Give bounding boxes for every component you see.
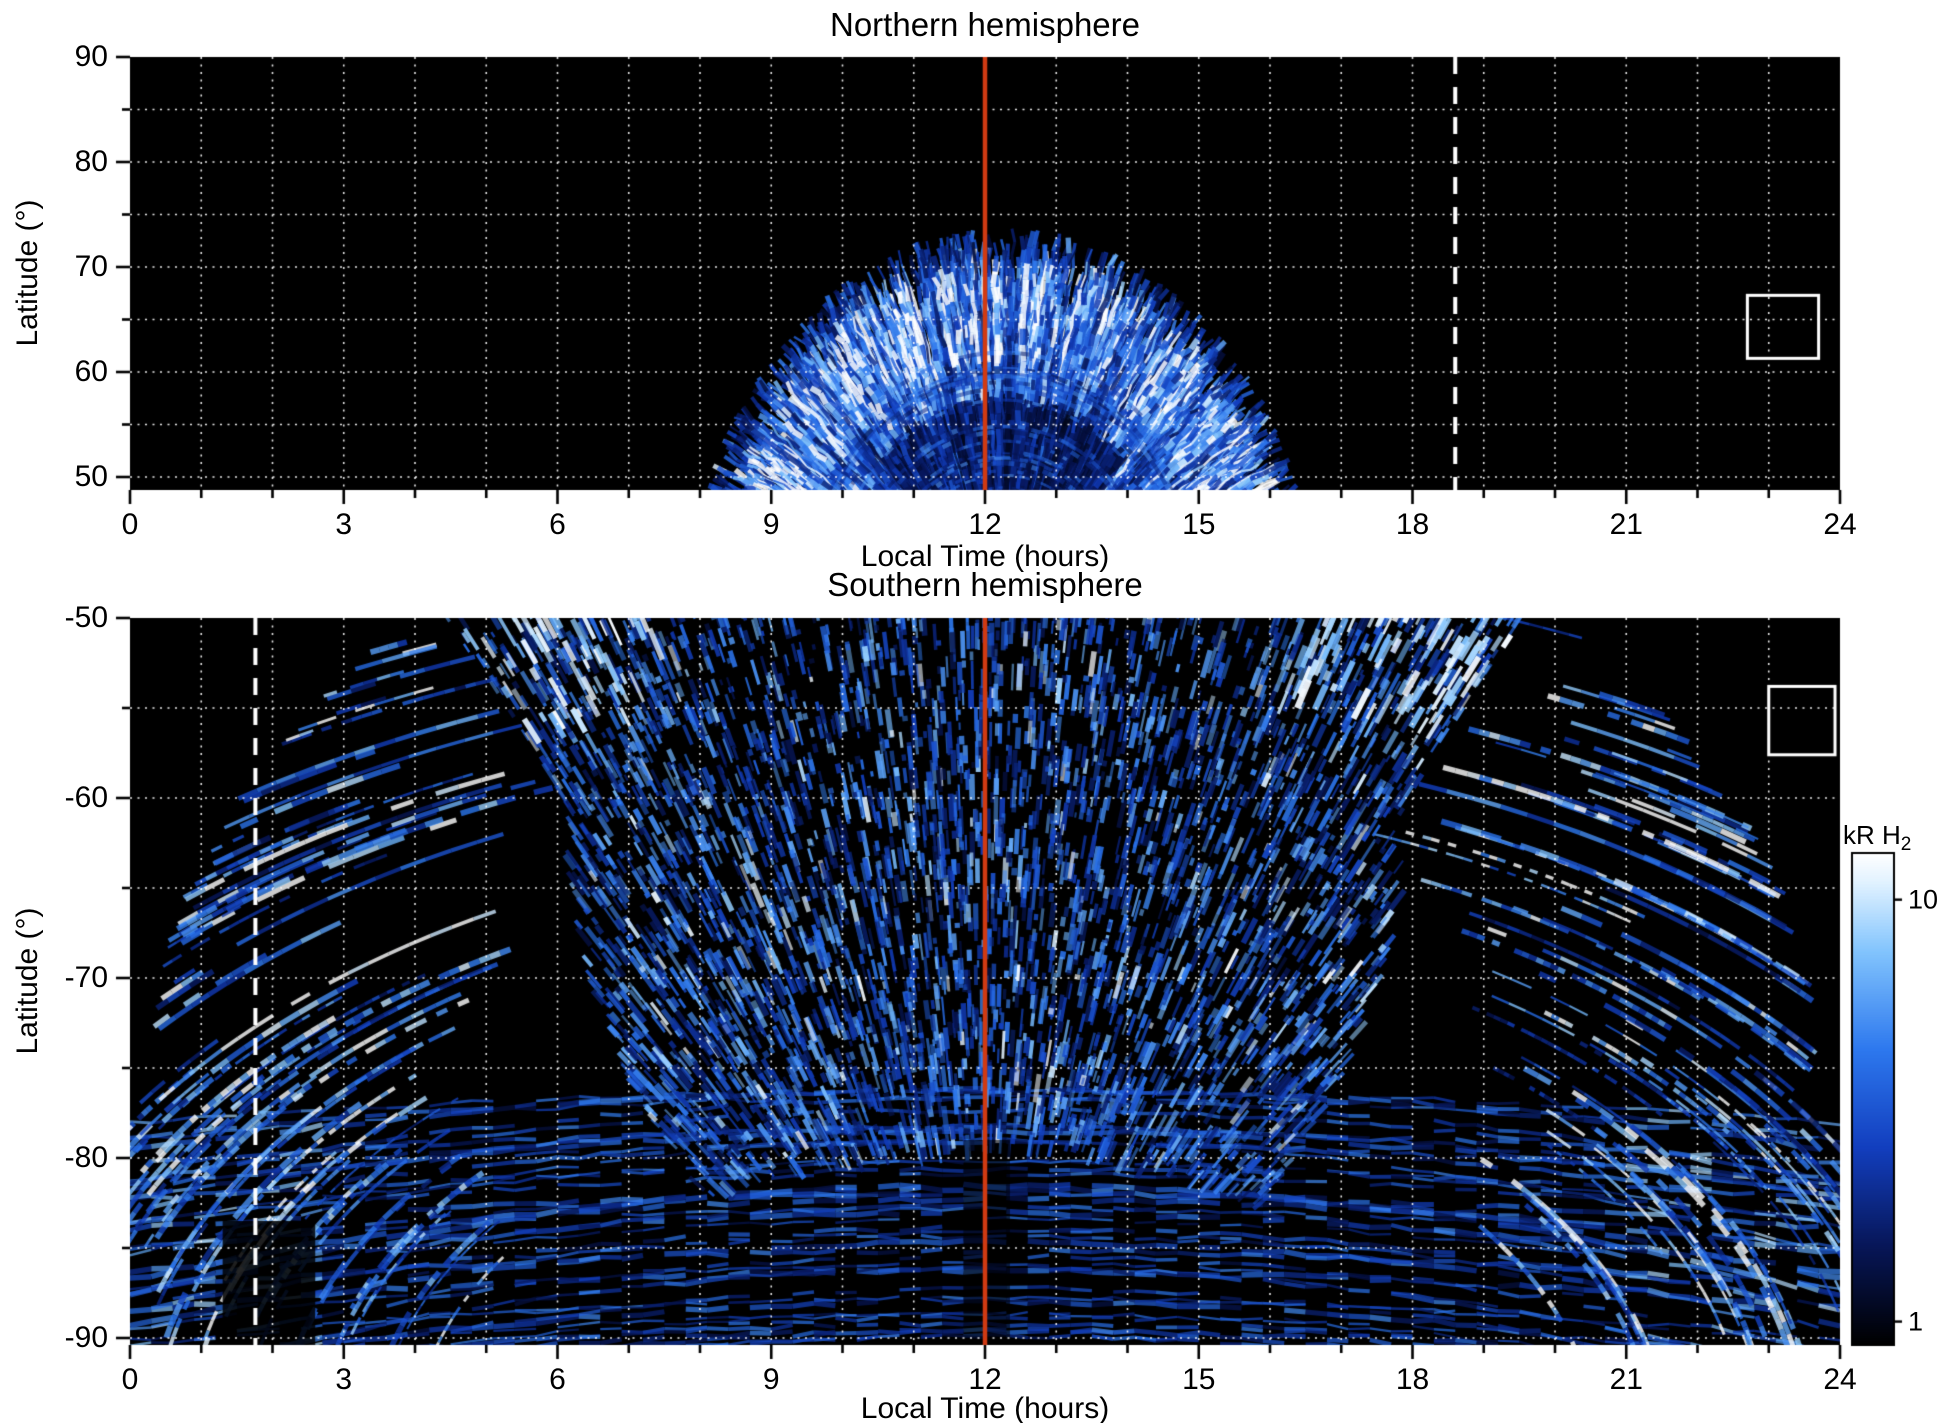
south-y-tick-label: -70	[64, 961, 108, 994]
south-x-tick-label: 15	[1182, 1363, 1216, 1396]
north-y-tick-label: 50	[74, 460, 108, 493]
north-x-tick-label: 18	[1395, 508, 1430, 541]
south-x-tick-label: 3	[335, 1363, 353, 1396]
north-yaxis-title: Latitude (°)	[11, 199, 44, 347]
colorbar-tick-label: 10	[1908, 884, 1939, 915]
south-y-tick-label: -50	[64, 601, 108, 634]
north-x-tick-label: 3	[335, 508, 353, 541]
south-y-tick-label: -80	[64, 1141, 108, 1174]
south-x-tick-label: 6	[549, 1363, 566, 1396]
south-y-tick-label: -90	[64, 1321, 108, 1354]
colorbar-title-subscript: 2	[1900, 834, 1912, 856]
south-yaxis-title: Latitude (°)	[11, 907, 44, 1055]
north-x-tick-label: 21	[1609, 508, 1643, 541]
north-y-tick-label: 70	[74, 250, 108, 283]
south-x-tick-label: 9	[762, 1363, 780, 1396]
north-x-tick-label: 12	[968, 508, 1002, 541]
south-x-tick-label: 0	[121, 1363, 139, 1396]
north-x-tick-label: 6	[549, 508, 566, 541]
south-x-tick-label: 21	[1609, 1363, 1643, 1396]
north-x-tick-label: 0	[121, 508, 139, 541]
south-x-tick-label: 18	[1395, 1363, 1430, 1396]
south-y-tick-label: -60	[64, 781, 108, 814]
colorbar-title-text: kR H	[1843, 820, 1901, 850]
north-y-tick-label: 60	[74, 355, 108, 388]
south-x-tick-label: 24	[1823, 1363, 1857, 1396]
north-x-tick-label: 15	[1182, 508, 1216, 541]
south-xaxis-title: Local Time (hours)	[860, 1392, 1110, 1423]
north-x-tick-label: 9	[762, 508, 780, 541]
north-panel-title: Northern hemisphere	[830, 6, 1140, 43]
south-panel-title: Southern hemisphere	[827, 566, 1143, 603]
north-y-tick-label: 80	[74, 145, 108, 178]
south-x-tick-label: 12	[968, 1363, 1002, 1396]
north-y-tick-label: 90	[74, 40, 108, 73]
colorbar-title: kR H2	[1843, 820, 1911, 856]
north-x-tick-label: 24	[1823, 508, 1857, 541]
colorbar-tick-label: 1	[1908, 1306, 1924, 1337]
north-xaxis-title: Local Time (hours)	[860, 540, 1110, 573]
